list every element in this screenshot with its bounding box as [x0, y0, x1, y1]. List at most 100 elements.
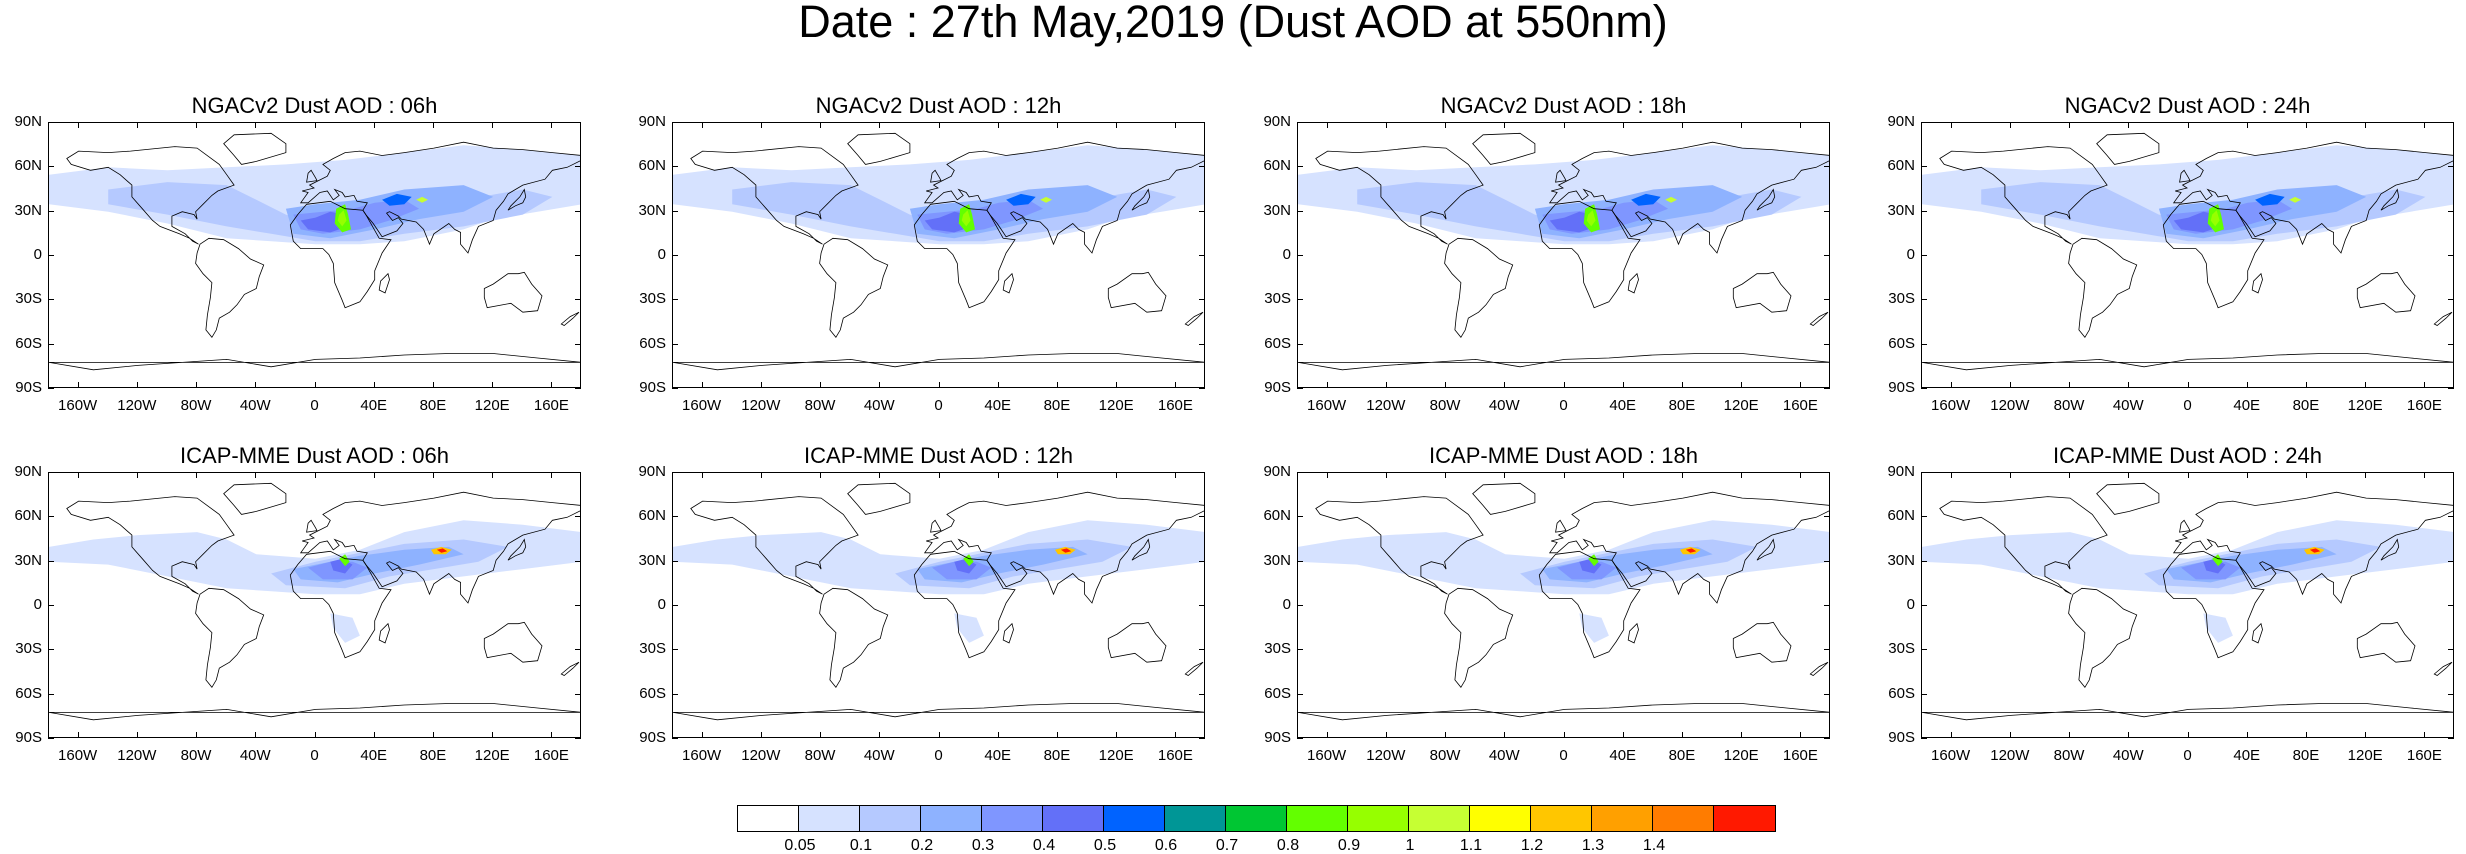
coastline: [1555, 169, 1567, 183]
latitude-label: 60S: [15, 684, 42, 702]
dust-aod-field: [673, 145, 1204, 245]
longitude-tick: [820, 732, 822, 738]
dust-aod-contour: [108, 182, 553, 242]
latitude-tick: [1921, 166, 1927, 168]
dust-aod-contour: [1006, 193, 1036, 206]
latitude-tick: [1921, 122, 1927, 123]
latitude-tick: [1297, 560, 1303, 562]
dust-aod-contour: [732, 182, 1177, 242]
longitude-tick: [2009, 122, 2011, 128]
longitude-tick: [1800, 382, 1802, 388]
longitude-tick: [255, 382, 257, 388]
longitude-tick: [2305, 472, 2307, 478]
latitude-tick: [2448, 122, 2454, 123]
longitude-tick: [820, 472, 822, 478]
longitude-label: 80E: [419, 397, 447, 414]
longitude-tick: [2187, 732, 2189, 738]
longitude-tick: [492, 382, 494, 388]
latitude-tick: [2448, 693, 2454, 695]
longitude-tick: [1950, 472, 1952, 478]
coastline: [819, 237, 889, 338]
latitude-tick: [672, 472, 678, 473]
map-panel: NGACv2 Dust AOD : 18h 90N 60N 30N 0 30S 60S 90S…: [1249, 92, 1875, 444]
map-plot-area: [672, 122, 1205, 388]
longitude-tick: [2365, 382, 2367, 388]
coastline: [1472, 132, 1536, 165]
latitude-label: 0: [1906, 246, 1915, 263]
latitude-tick: [672, 255, 678, 256]
longitude-label: 120E: [2347, 747, 2383, 764]
longitude-tick: [2187, 472, 2189, 478]
longitude-label: 160E: [1782, 397, 1818, 414]
latitude-tick: [48, 738, 54, 739]
latitude-label: 60N: [14, 157, 42, 175]
coastline: [2433, 311, 2453, 326]
longitude-tick: [77, 122, 79, 128]
panel-title: NGACv2 Dust AOD : 12h: [815, 93, 1062, 118]
longitude-tick: [314, 382, 316, 388]
latitude-label: 90N: [1887, 113, 1915, 130]
longitude-tick: [1326, 122, 1328, 128]
coastline: [195, 237, 265, 338]
latitude-tick: [1297, 388, 1303, 389]
longitude-tick: [1741, 122, 1743, 128]
dust-aod-contour: [416, 196, 428, 203]
longitude-label: 40W: [863, 747, 895, 764]
latitude-label: 30N: [638, 551, 666, 569]
latitude-tick: [575, 388, 581, 389]
coastline: [1002, 622, 1014, 644]
latitude-tick: [1297, 343, 1303, 345]
colorbar-level-label: 0.8: [1276, 837, 1300, 854]
coastline: [1922, 703, 2453, 721]
latitude-tick: [1824, 122, 1830, 123]
dust-aod-contour: [436, 548, 448, 553]
latitude-label: 90S: [639, 729, 666, 746]
latitude-tick: [1824, 649, 1830, 651]
world-map: [1922, 132, 2453, 371]
latitude-tick: [1297, 255, 1303, 256]
coastline: [1444, 237, 1514, 338]
longitude-label: 120E: [1723, 397, 1759, 414]
dust-aod-contour: [382, 193, 412, 206]
latitude-tick: [575, 299, 581, 301]
longitude-label: 40E: [1609, 747, 1637, 764]
latitude-label: 30S: [639, 640, 666, 658]
latitude-tick: [575, 605, 581, 606]
coastlines: [1922, 132, 2453, 371]
dust-aod-field: [673, 520, 1204, 643]
dust-aod-contour: [673, 520, 1204, 595]
longitude-tick: [2069, 732, 2071, 738]
latitude-label: 30N: [1887, 201, 1915, 219]
world-map: [49, 132, 580, 371]
latitude-tick: [575, 122, 581, 123]
coastline: [923, 141, 1204, 254]
latitude-tick: [1297, 738, 1303, 739]
longitude-label: 40E: [2233, 397, 2261, 414]
map-plot-area: [1921, 472, 2454, 738]
colorbar-level-label: 0.6: [1154, 837, 1178, 854]
latitude-tick: [672, 605, 678, 606]
colorbar-box: [1043, 806, 1104, 831]
map-plot-area: [672, 472, 1205, 738]
latitude-tick: [672, 516, 678, 518]
latitude-label: 30N: [1887, 551, 1915, 569]
longitude-tick: [551, 122, 553, 128]
latitude-tick: [1921, 738, 1927, 739]
latitude-tick: [672, 738, 678, 739]
longitude-label: 0: [934, 397, 943, 414]
longitude-label: 80E: [1043, 747, 1071, 764]
longitude-label: 160E: [533, 747, 569, 764]
panel-title: NGACv2 Dust AOD : 24h: [2064, 93, 2311, 118]
panel-title: ICAP-MME Dust AOD : 12h: [804, 443, 1073, 468]
latitude-label: 90S: [1264, 729, 1291, 746]
longitude-tick: [938, 382, 940, 388]
latitude-label: 60S: [1888, 334, 1915, 352]
longitude-label: 0: [2183, 397, 2192, 414]
latitude-tick: [48, 122, 54, 123]
longitude-tick: [760, 122, 762, 128]
longitude-tick: [136, 472, 138, 478]
longitude-tick: [997, 472, 999, 478]
latitude-label: 30S: [1264, 640, 1291, 658]
latitude-tick: [1297, 166, 1303, 168]
latitude-tick: [575, 516, 581, 518]
